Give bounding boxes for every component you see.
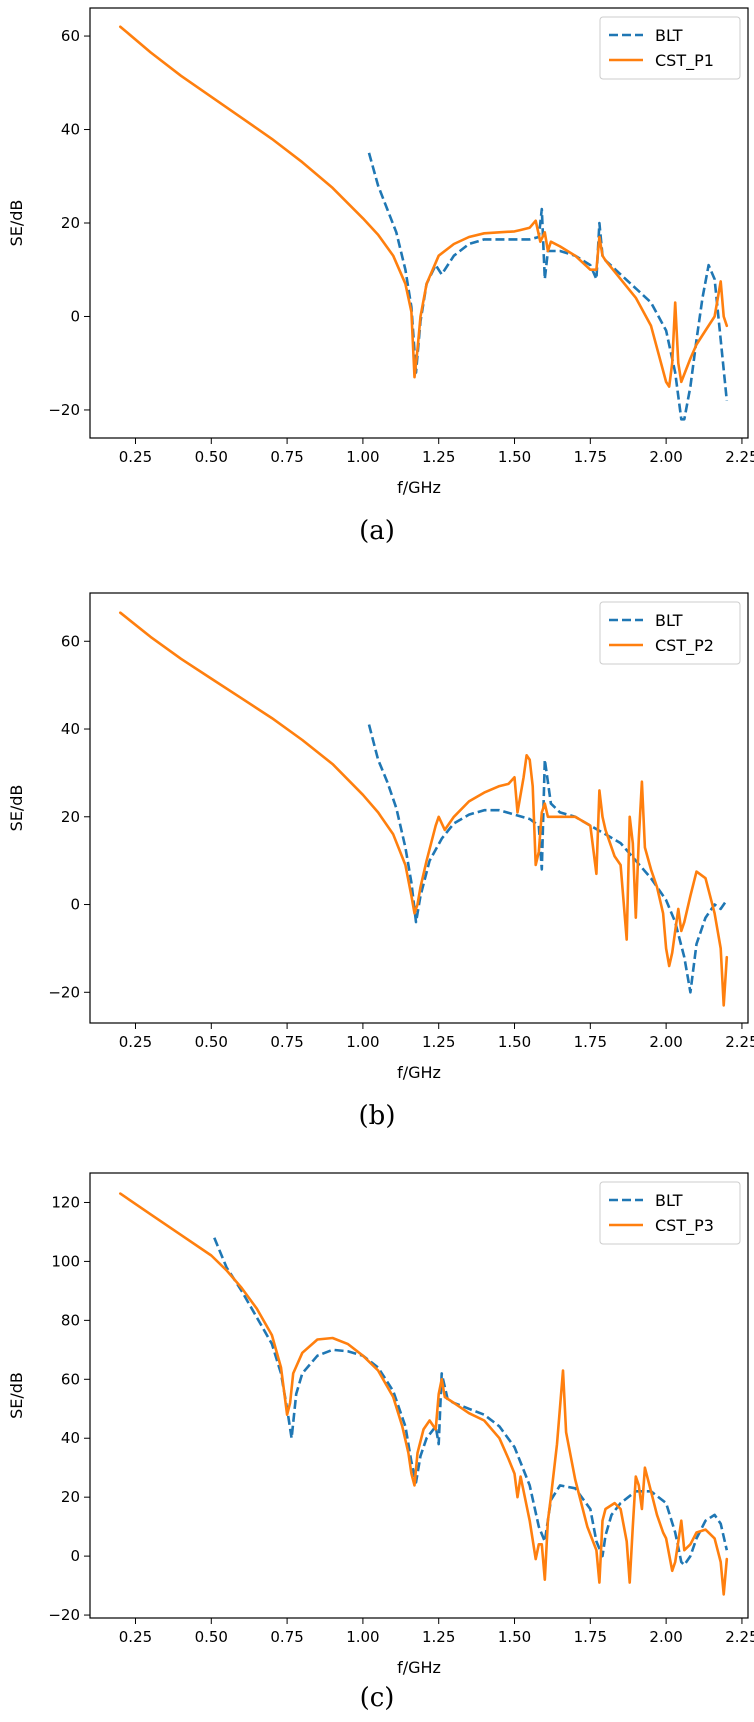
series-line-blt-b xyxy=(367,724,728,994)
series-line-blt-c xyxy=(213,1237,729,1567)
chart-panel-c: 0.25 0.50 0.75 1.00 1.25 1.50 1.75 2.00 2.25 −20 0… xyxy=(0,1165,754,1722)
legend-label-cst-p1: CST_P1 xyxy=(655,51,714,71)
legend-label-cst-p3: CST_P3 xyxy=(655,1216,714,1236)
y-tick-label: 20 xyxy=(61,1488,80,1506)
x-tick-label: 1.50 xyxy=(498,1033,531,1051)
chart-b: 0.25 0.50 0.75 1.00 1.25 1.50 1.75 2.00 2.25 −20 0… xyxy=(7,592,754,1130)
legend-box xyxy=(599,1181,741,1245)
x-tick-label: 0.75 xyxy=(270,1628,303,1646)
x-axis-label: f/GHz xyxy=(397,1063,441,1082)
x-tick-label: 1.00 xyxy=(346,1628,379,1646)
x-tick-label: 0.25 xyxy=(119,1628,152,1646)
x-tick-label: 2.00 xyxy=(649,1628,682,1646)
y-tick-label: 0 xyxy=(70,307,80,325)
x-tick-label: 1.25 xyxy=(422,1033,455,1051)
chart-a: 0.25 0.50 0.75 1.00 1.25 1.50 1.75 2.00 2.25 −20 0… xyxy=(7,7,754,545)
x-tick-label: 0.75 xyxy=(270,448,303,466)
chart-c: 0.25 0.50 0.75 1.00 1.25 1.50 1.75 2.00 2.25 −20 0… xyxy=(7,1172,754,1713)
series-line-cst-p3-c xyxy=(119,1192,729,1596)
x-tick-label: 0.50 xyxy=(195,448,228,466)
x-tick-label: 0.50 xyxy=(195,1628,228,1646)
x-tick-label: 1.00 xyxy=(346,448,379,466)
legend-label-blt: BLT xyxy=(655,1191,683,1210)
legend-box xyxy=(599,16,741,80)
x-tick-label: 1.75 xyxy=(574,448,607,466)
x-tick-label: 2.00 xyxy=(649,1033,682,1051)
y-tick-label: −20 xyxy=(48,1606,80,1624)
legend-label-blt: BLT xyxy=(655,611,683,630)
legend-box xyxy=(599,601,741,665)
y-tick-label: 100 xyxy=(51,1252,80,1270)
y-tick-label: 0 xyxy=(70,896,80,914)
x-tick-label: 1.25 xyxy=(422,1628,455,1646)
chart-panel-a: 0.25 0.50 0.75 1.00 1.25 1.50 1.75 2.00 2.25 −20 0… xyxy=(0,0,754,545)
y-tick-label: 40 xyxy=(61,720,80,738)
y-tick-label: −20 xyxy=(48,401,80,419)
y-axis-label: SE/dB xyxy=(7,785,26,832)
y-tick-label: 120 xyxy=(51,1193,80,1211)
x-tick-label: 1.00 xyxy=(346,1033,379,1051)
y-tick-label: 20 xyxy=(61,808,80,826)
y-tick-label: 0 xyxy=(70,1547,80,1565)
y-tick-label: 60 xyxy=(61,1370,80,1388)
x-tick-label: 1.50 xyxy=(498,448,531,466)
x-tick-label: 2.25 xyxy=(725,448,754,466)
x-tick-label: 0.50 xyxy=(195,1033,228,1051)
y-tick-label: 60 xyxy=(61,632,80,650)
x-axis-label: f/GHz xyxy=(397,1658,441,1677)
y-axis-label: SE/dB xyxy=(7,200,26,247)
figure-caption: (a) xyxy=(359,516,395,545)
figure-caption: (c) xyxy=(360,1683,395,1713)
x-tick-label: 2.25 xyxy=(725,1628,754,1646)
x-tick-label: 0.25 xyxy=(119,1033,152,1051)
series-line-cst-p1-a xyxy=(119,25,729,388)
x-axis-label: f/GHz xyxy=(397,478,441,497)
x-tick-label: 2.00 xyxy=(649,448,682,466)
x-tick-label: 2.25 xyxy=(725,1033,754,1051)
plot-frame xyxy=(89,1172,749,1619)
y-tick-label: 40 xyxy=(61,1429,80,1447)
y-tick-label: 60 xyxy=(61,27,80,45)
y-tick-label: 20 xyxy=(61,214,80,232)
x-tick-label: 1.25 xyxy=(422,448,455,466)
legend-label-blt: BLT xyxy=(655,26,683,45)
y-tick-label: 40 xyxy=(61,121,80,139)
x-tick-label: 1.75 xyxy=(574,1628,607,1646)
series-line-cst-p2-b xyxy=(119,611,729,1007)
series-line-blt-a xyxy=(367,152,729,421)
y-tick-label: 80 xyxy=(61,1311,80,1329)
legend-label-cst-p2: CST_P2 xyxy=(655,636,714,656)
x-tick-label: 0.25 xyxy=(119,448,152,466)
x-tick-label: 1.75 xyxy=(574,1033,607,1051)
y-axis-label: SE/dB xyxy=(7,1372,26,1419)
x-tick-label: 0.75 xyxy=(270,1033,303,1051)
y-tick-label: −20 xyxy=(48,983,80,1001)
x-tick-label: 1.50 xyxy=(498,1628,531,1646)
chart-panel-b: 0.25 0.50 0.75 1.00 1.25 1.50 1.75 2.00 2.25 −20 0… xyxy=(0,585,754,1130)
plot-frame xyxy=(89,592,749,1024)
figure-caption: (b) xyxy=(359,1101,396,1130)
